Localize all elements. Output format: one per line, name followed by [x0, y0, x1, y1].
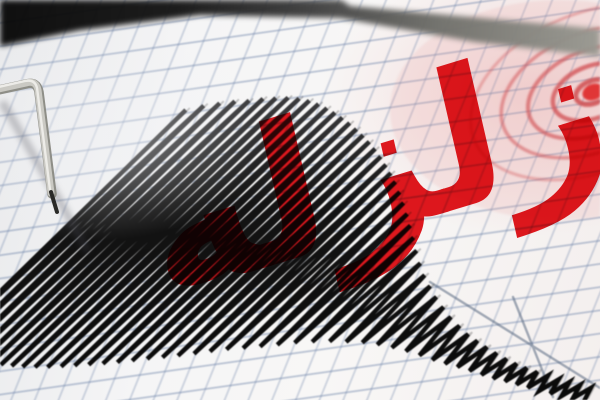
- earthquake-news-graphic: زلزله: [0, 0, 600, 400]
